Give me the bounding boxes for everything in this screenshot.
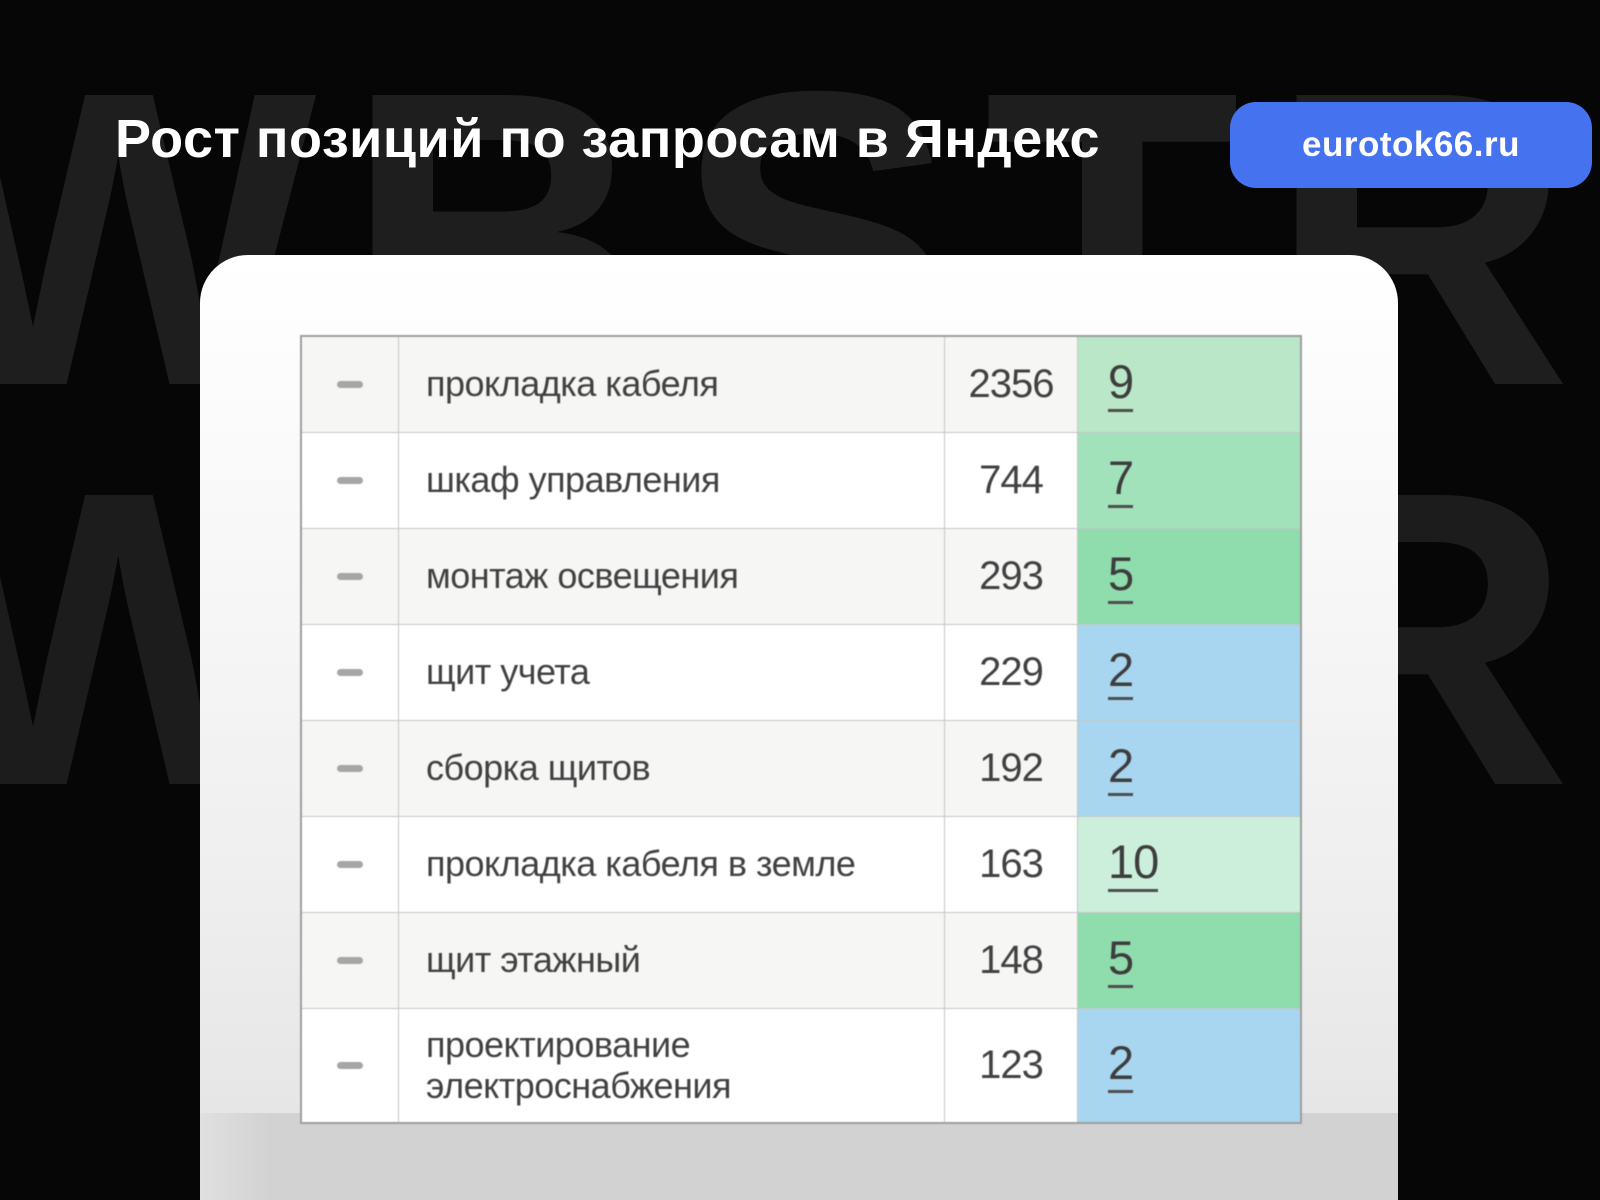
drag-handle-icon [337, 957, 363, 964]
position-link[interactable]: 5 [1108, 550, 1134, 604]
screenshot-card: прокладка кабеля 2356 9 шкаф управления … [200, 255, 1398, 1200]
query-cell: щит этажный [399, 913, 945, 1008]
position-cell: 7 [1078, 433, 1300, 528]
volume-value: 163 [979, 842, 1044, 886]
position-cell: 2 [1078, 625, 1300, 720]
position-link[interactable]: 2 [1108, 742, 1134, 796]
query-cell: сборка щитов [399, 721, 945, 816]
volume-cell: 744 [945, 433, 1078, 528]
drag-handle-icon [337, 573, 363, 580]
volume-value: 123 [979, 1043, 1044, 1087]
volume-value: 744 [979, 458, 1044, 502]
drag-handle-cell[interactable] [302, 337, 399, 432]
drag-handle-cell[interactable] [302, 913, 399, 1008]
position-cell: 10 [1078, 817, 1300, 912]
volume-cell: 229 [945, 625, 1078, 720]
drag-handle-icon [337, 765, 363, 772]
table-row: щит этажный 148 5 [302, 913, 1300, 1009]
position-link[interactable]: 7 [1108, 454, 1134, 508]
query-cell: прокладка кабеля в земле [399, 817, 945, 912]
query-label: монтаж освещения [426, 555, 739, 597]
volume-cell: 293 [945, 529, 1078, 624]
drag-handle-icon [337, 381, 363, 388]
drag-handle-cell[interactable] [302, 1009, 399, 1122]
query-label: щит учета [426, 651, 590, 693]
volume-cell: 2356 [945, 337, 1078, 432]
table-row: шкаф управления 744 7 [302, 433, 1300, 529]
table-row: сборка щитов 192 2 [302, 721, 1300, 817]
table-row: щит учета 229 2 [302, 625, 1300, 721]
drag-handle-cell[interactable] [302, 625, 399, 720]
query-label: прокладка кабеля [426, 363, 719, 405]
position-cell: 2 [1078, 1009, 1300, 1122]
table-row: прокладка кабеля в земле 163 10 [302, 817, 1300, 913]
position-link[interactable]: 10 [1108, 838, 1159, 892]
query-label: сборка щитов [426, 747, 651, 789]
screenshot-bottom-area [200, 1113, 1398, 1200]
volume-value: 229 [979, 650, 1044, 694]
query-cell: шкаф управления [399, 433, 945, 528]
drag-handle-cell[interactable] [302, 721, 399, 816]
position-link[interactable]: 2 [1108, 1039, 1134, 1093]
position-cell: 5 [1078, 913, 1300, 1008]
query-cell: прокладка кабеля [399, 337, 945, 432]
query-label: прокладка кабеля в земле [426, 843, 856, 885]
table-row: прокладка кабеля 2356 9 [302, 337, 1300, 433]
drag-handle-icon [337, 861, 363, 868]
drag-handle-icon [337, 477, 363, 484]
drag-handle-icon [337, 1062, 363, 1069]
volume-cell: 123 [945, 1009, 1078, 1122]
table-row: проектирование электроснабжения 123 2 [302, 1009, 1300, 1122]
volume-value: 2356 [968, 362, 1055, 406]
volume-value: 293 [979, 554, 1044, 598]
position-cell: 5 [1078, 529, 1300, 624]
query-label: шкаф управления [426, 459, 720, 501]
query-label: проектирование электроснабжения [426, 1024, 732, 1106]
position-cell: 9 [1078, 337, 1300, 432]
drag-handle-cell[interactable] [302, 433, 399, 528]
positions-table: прокладка кабеля 2356 9 шкаф управления … [300, 335, 1302, 1124]
drag-handle-cell[interactable] [302, 529, 399, 624]
query-cell: щит учета [399, 625, 945, 720]
site-badge[interactable]: eurotok66.ru [1230, 102, 1592, 188]
page-title: Рост позиций по запросам в Яндекс [115, 109, 1101, 169]
drag-handle-cell[interactable] [302, 817, 399, 912]
query-cell: проектирование электроснабжения [399, 1009, 945, 1122]
position-link[interactable]: 2 [1108, 646, 1134, 700]
volume-value: 148 [979, 938, 1044, 982]
volume-cell: 192 [945, 721, 1078, 816]
table-row: монтаж освещения 293 5 [302, 529, 1300, 625]
query-cell: монтаж освещения [399, 529, 945, 624]
volume-cell: 148 [945, 913, 1078, 1008]
volume-cell: 163 [945, 817, 1078, 912]
position-link[interactable]: 5 [1108, 934, 1134, 988]
drag-handle-icon [337, 669, 363, 676]
position-link[interactable]: 9 [1108, 358, 1134, 412]
position-cell: 2 [1078, 721, 1300, 816]
volume-value: 192 [979, 746, 1044, 790]
query-label: щит этажный [426, 939, 641, 981]
